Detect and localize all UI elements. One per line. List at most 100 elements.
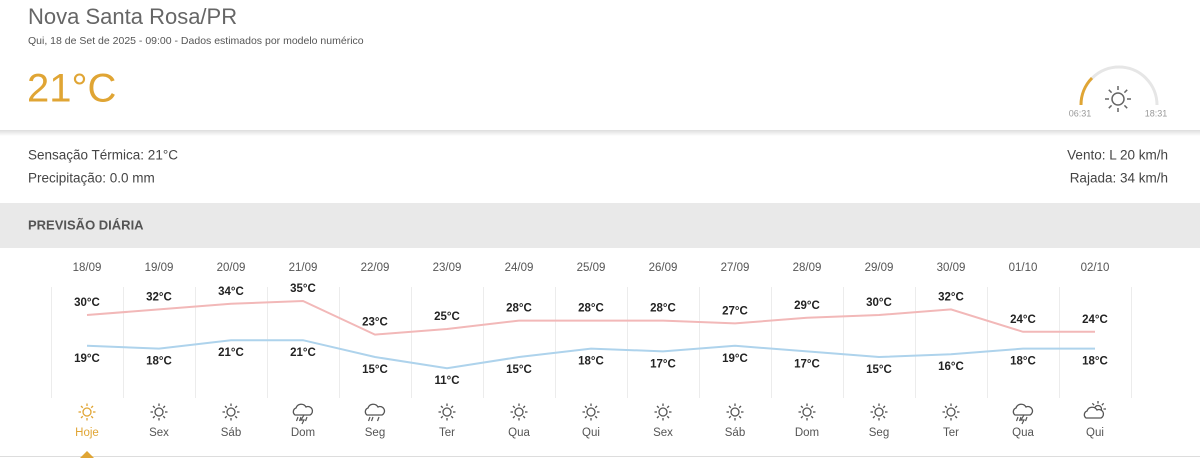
- sun-ray: [954, 405, 958, 409]
- weekday[interactable]: Sáb: [725, 427, 745, 439]
- sun-ray: [234, 405, 238, 409]
- sun-ray: [522, 415, 526, 419]
- weekday[interactable]: Hoje: [75, 427, 99, 439]
- sun-ray: [450, 405, 454, 409]
- max-temperature-label: 29°C: [794, 300, 820, 312]
- date: 30/09: [937, 262, 966, 274]
- date: 01/10: [1009, 262, 1038, 274]
- sun-ray: [162, 415, 166, 419]
- date: 24/09: [505, 262, 534, 274]
- sun-ray: [800, 405, 804, 409]
- weekday[interactable]: Seg: [869, 427, 889, 439]
- max-temperature-label: 30°C: [866, 297, 892, 309]
- weekday[interactable]: Sex: [149, 427, 169, 439]
- date: 25/09: [577, 262, 606, 274]
- min-temperature-label: 21°C: [290, 347, 316, 359]
- bolt: [299, 414, 305, 425]
- sunrise: 06:31: [1069, 108, 1092, 118]
- weather-icon: [78, 403, 96, 421]
- sun-ray: [440, 415, 444, 419]
- sun-ray: [224, 405, 228, 409]
- rain-drop: [1024, 416, 1028, 422]
- sun-ray: [80, 415, 84, 419]
- sun: [82, 407, 92, 417]
- precipitation: Precipitação: 0.0 mm: [28, 171, 155, 186]
- weekday[interactable]: Dom: [291, 427, 315, 439]
- weekday[interactable]: Seg: [365, 427, 385, 439]
- weather-icon: [364, 403, 386, 422]
- date: 20/09: [217, 262, 246, 274]
- weather-icon: [1083, 401, 1106, 419]
- weather-icon: [150, 403, 168, 421]
- date: 18/09: [73, 262, 102, 274]
- weather-icon: [438, 403, 456, 421]
- sun-ray: [224, 415, 228, 419]
- subtitle: Qui, 18 de Set de 2025 - 09:00 - Dados e…: [28, 35, 364, 47]
- bolt: [1019, 414, 1025, 425]
- sun-ray: [1101, 402, 1105, 406]
- sun: [658, 407, 668, 417]
- min-temperature-label: 18°C: [578, 356, 604, 368]
- max-temperature-label: 23°C: [362, 317, 388, 329]
- sun-ray: [800, 415, 804, 419]
- sun-ray: [656, 415, 660, 419]
- wind: Vento: L 20 km/h: [1067, 148, 1168, 163]
- min-temperature-label: 17°C: [794, 358, 820, 370]
- rain-drop: [304, 416, 308, 422]
- sun-ray: [882, 405, 886, 409]
- sun-ray: [594, 415, 598, 419]
- date: 29/09: [865, 262, 894, 274]
- sun-ray: [450, 415, 454, 419]
- weekday[interactable]: Qui: [1086, 427, 1104, 439]
- cloud: [1083, 406, 1105, 419]
- rain-drop: [1015, 416, 1019, 422]
- weekday[interactable]: Qua: [508, 427, 530, 439]
- sun: [730, 407, 740, 417]
- sun-ray: [234, 415, 238, 419]
- date: 23/09: [433, 262, 462, 274]
- min-temperature-label: 15°C: [362, 364, 388, 376]
- rain-drop: [370, 416, 374, 422]
- min-temperature-label: 19°C: [722, 353, 748, 365]
- max-temperature-label: 24°C: [1010, 314, 1036, 326]
- rain-drop: [367, 416, 371, 422]
- sun-ray: [584, 415, 588, 419]
- weekday[interactable]: Sex: [653, 427, 673, 439]
- weather-icon: [870, 403, 888, 421]
- sun-ray: [666, 415, 670, 419]
- min-temperature-label: 18°C: [1082, 356, 1108, 368]
- weekday[interactable]: Ter: [943, 427, 959, 439]
- feels-like: Sensação Térmica: 21°C: [28, 148, 178, 163]
- gust: Rajada: 34 km/h: [1070, 171, 1168, 186]
- sunset: 18:31: [1145, 108, 1168, 118]
- date: 19/09: [145, 262, 174, 274]
- weekday[interactable]: Qui: [582, 427, 600, 439]
- rain-drop: [1018, 416, 1022, 422]
- min-temperature-label: 15°C: [866, 364, 892, 376]
- date: 28/09: [793, 262, 822, 274]
- max-temperature-label: 34°C: [218, 286, 244, 298]
- sun-ray: [90, 405, 94, 409]
- weather-icon: [654, 403, 672, 421]
- min-temperature-label: 18°C: [1010, 356, 1036, 368]
- max-temperature-label: 28°C: [578, 303, 604, 315]
- sun-ray: [90, 415, 94, 419]
- weekday[interactable]: Dom: [795, 427, 819, 439]
- weather-icon: [292, 403, 314, 425]
- weather-icon: [510, 403, 528, 421]
- sun-ray: [152, 405, 156, 409]
- weather-icon: [726, 403, 744, 421]
- weather-icon: [1012, 403, 1034, 425]
- sun-ray: [944, 405, 948, 409]
- sun: [154, 407, 164, 417]
- min-temperature-label: 21°C: [218, 347, 244, 359]
- min-temperature-label: 11°C: [434, 375, 459, 387]
- weekday[interactable]: Sáb: [221, 427, 241, 439]
- date: 02/10: [1081, 262, 1110, 274]
- weather-icon: [798, 403, 816, 421]
- weekday[interactable]: Ter: [439, 427, 455, 439]
- weekday[interactable]: Qua: [1012, 427, 1034, 439]
- date: 22/09: [361, 262, 390, 274]
- sun: [874, 407, 884, 417]
